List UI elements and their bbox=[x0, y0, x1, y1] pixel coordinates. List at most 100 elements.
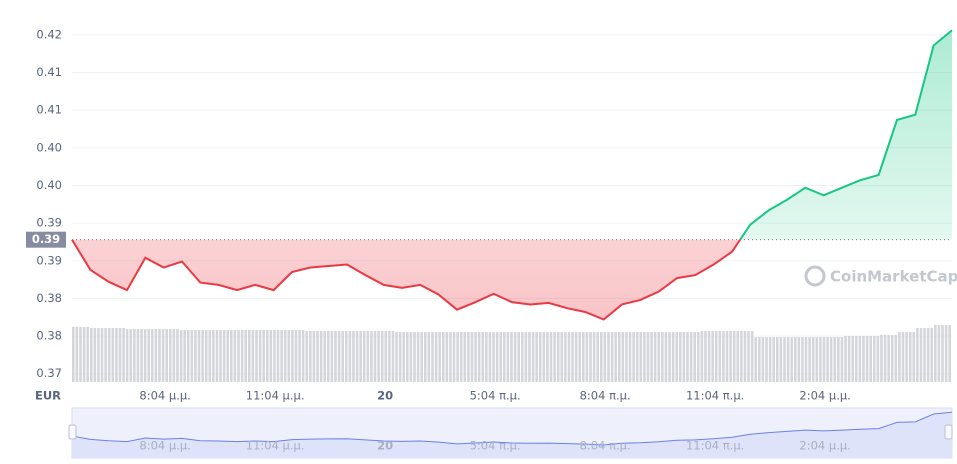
volume-bar bbox=[632, 332, 635, 382]
volume-bar bbox=[104, 328, 107, 382]
volume-bar bbox=[129, 329, 133, 382]
y-tick-label: 0.39 bbox=[36, 253, 62, 267]
volume-bar bbox=[380, 331, 384, 382]
area-up bbox=[72, 30, 952, 240]
y-tick-label: 0.41 bbox=[36, 103, 62, 117]
volume-bar bbox=[930, 328, 934, 382]
volume-bar bbox=[707, 331, 711, 382]
volume-bar bbox=[585, 332, 589, 382]
volume-bar bbox=[520, 332, 524, 382]
volume-bar bbox=[919, 328, 923, 382]
volume-bar bbox=[427, 332, 431, 382]
logo bbox=[804, 265, 826, 287]
navigator-tick-label: 5:04 π.μ. bbox=[470, 439, 521, 453]
volume-bar bbox=[438, 332, 441, 382]
volume-bar bbox=[186, 330, 190, 382]
volume-bar bbox=[474, 332, 477, 382]
volume-bar bbox=[916, 328, 919, 382]
volume-bar bbox=[793, 337, 797, 382]
volume-bar bbox=[574, 332, 578, 382]
y-tick-label: 0.39 bbox=[36, 216, 62, 230]
volume-bar bbox=[610, 332, 614, 382]
volume-bar bbox=[643, 332, 646, 382]
volume-bar bbox=[327, 331, 330, 382]
volume-bar bbox=[165, 329, 168, 382]
volume-bar bbox=[485, 332, 488, 382]
volume-bar bbox=[524, 332, 528, 382]
volume-bar bbox=[143, 329, 147, 382]
volume-bar bbox=[646, 332, 650, 382]
volume-bar bbox=[722, 331, 725, 382]
volume-bar bbox=[294, 330, 298, 382]
volume-bar bbox=[736, 331, 740, 382]
volume-bar bbox=[578, 332, 582, 382]
navigator-tick-label: 8:04 μ.μ. bbox=[139, 439, 190, 453]
volume-bar bbox=[923, 328, 926, 382]
volume-bar bbox=[772, 337, 775, 382]
volume-bar bbox=[298, 330, 301, 382]
navigator-tick-label: 8:04 π.μ. bbox=[580, 439, 631, 453]
volume-bar bbox=[406, 332, 409, 382]
navigator-tick-label: 2:04 μ.μ. bbox=[799, 439, 850, 453]
volume-bar bbox=[538, 332, 542, 382]
volume-bar bbox=[115, 328, 118, 382]
volume-bar bbox=[413, 332, 416, 382]
volume-bar bbox=[740, 331, 743, 382]
volume-bar bbox=[880, 335, 883, 382]
volume-bar bbox=[797, 337, 801, 382]
volume-bar bbox=[366, 331, 370, 382]
volume-bar bbox=[934, 325, 937, 382]
volume-bar bbox=[316, 331, 319, 382]
volume-bar bbox=[197, 330, 201, 382]
volume-bar bbox=[503, 332, 506, 382]
volume-bar bbox=[829, 337, 833, 382]
volume-bar bbox=[176, 329, 179, 382]
volume-bar bbox=[194, 330, 197, 382]
volume-bar bbox=[488, 332, 492, 382]
volume-bar bbox=[668, 332, 671, 382]
volume-bar bbox=[330, 331, 334, 382]
volume-bar bbox=[262, 330, 265, 382]
y-tick-label: 0.40 bbox=[36, 140, 62, 154]
navigator-handle[interactable] bbox=[944, 424, 953, 440]
volume-bar bbox=[133, 329, 136, 382]
volume-bar bbox=[840, 337, 844, 382]
volume-bar bbox=[377, 331, 380, 382]
navigator-handle[interactable] bbox=[68, 424, 77, 440]
volume-bar bbox=[686, 332, 689, 382]
volume-bar bbox=[269, 330, 273, 382]
volume-bar bbox=[452, 332, 456, 382]
volume-bar bbox=[481, 332, 485, 382]
volume-bar bbox=[603, 332, 607, 382]
volume-bar bbox=[370, 331, 373, 382]
volume-bar bbox=[944, 325, 948, 382]
x-tick-label: 5:04 π.μ. bbox=[470, 389, 521, 403]
volume-bar bbox=[93, 328, 97, 382]
volume-bar bbox=[912, 332, 916, 382]
volume-bar bbox=[499, 332, 503, 382]
y-tick-label: 0.37 bbox=[36, 366, 62, 380]
volume-bar bbox=[434, 332, 438, 382]
volume-bar bbox=[301, 330, 305, 382]
volume-bar bbox=[136, 329, 140, 382]
navigator-area bbox=[72, 412, 952, 458]
volume-bar bbox=[883, 335, 887, 382]
volume-bar bbox=[801, 337, 804, 382]
volume-bar bbox=[240, 330, 244, 382]
volume-bar bbox=[431, 332, 434, 382]
volume-bar bbox=[398, 332, 402, 382]
volume-bar bbox=[75, 327, 79, 382]
volume-bar bbox=[208, 330, 212, 382]
volume-bar bbox=[941, 325, 944, 382]
volume-bar bbox=[822, 337, 826, 382]
volume-bar bbox=[679, 332, 682, 382]
volume-bar bbox=[621, 332, 625, 382]
volume-bar bbox=[750, 331, 754, 382]
y-tick-label: 0.42 bbox=[36, 27, 62, 41]
volume-bar bbox=[937, 325, 941, 382]
volume-bar bbox=[416, 332, 420, 382]
volume-bar bbox=[657, 332, 661, 382]
volume-bar bbox=[804, 337, 808, 382]
volume-bar bbox=[424, 332, 427, 382]
